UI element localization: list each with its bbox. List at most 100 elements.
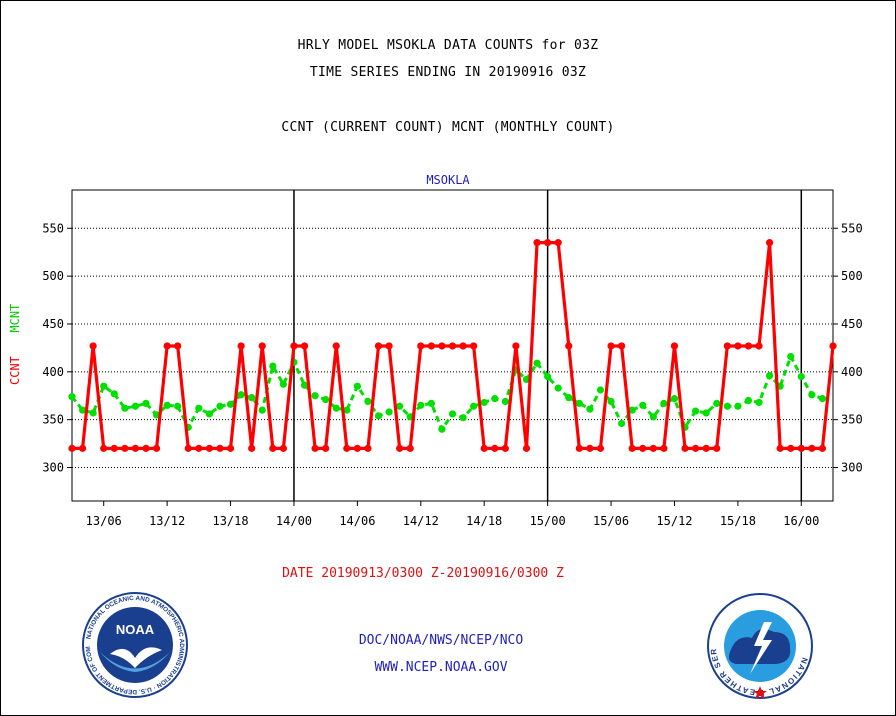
point-mcnt (554, 384, 562, 392)
point-ccnt (174, 342, 182, 350)
point-mcnt (385, 408, 393, 416)
point-mcnt (565, 394, 573, 402)
point-mcnt (332, 404, 340, 412)
point-mcnt (808, 391, 816, 399)
point-mcnt (586, 405, 594, 413)
point-mcnt (269, 362, 277, 370)
point-mcnt (639, 401, 647, 409)
point-ccnt (639, 444, 647, 452)
point-mcnt (110, 390, 118, 398)
point-ccnt (681, 444, 689, 452)
point-mcnt (448, 410, 457, 418)
point-mcnt (575, 399, 583, 407)
point-ccnt (723, 342, 731, 350)
point-mcnt (607, 397, 615, 406)
point-ccnt (607, 342, 615, 350)
point-ccnt (702, 444, 710, 452)
point-mcnt (163, 401, 171, 409)
x-tick-label: 15/06 (593, 514, 629, 528)
point-ccnt (618, 342, 626, 350)
y-tick-label-right: 550 (841, 221, 863, 235)
y-tick-label-left: 500 (42, 269, 64, 283)
point-mcnt (216, 402, 224, 410)
point-ccnt (396, 444, 404, 452)
point-ccnt (797, 444, 805, 452)
x-tick-label: 16/00 (783, 514, 819, 528)
point-ccnt (216, 444, 224, 452)
point-ccnt (78, 444, 87, 452)
point-ccnt (734, 342, 742, 350)
point-ccnt (100, 444, 108, 452)
x-tick-label: 14/00 (276, 514, 312, 528)
point-ccnt (470, 342, 478, 350)
noaa-logo-icon: NOAA NATIONAL OCEANIC AND ATMOSPHERIC AD… (77, 585, 190, 704)
point-ccnt (258, 342, 266, 350)
point-ccnt (787, 444, 795, 452)
point-mcnt (660, 399, 668, 407)
point-ccnt (765, 239, 774, 247)
point-mcnt (237, 391, 245, 399)
title-line-2: TIME SERIES ENDING IN 20190916 03Z (309, 65, 587, 80)
point-ccnt (385, 342, 393, 350)
y-tick-label-left: 350 (42, 413, 64, 427)
point-ccnt (491, 444, 499, 452)
point-mcnt (533, 359, 541, 367)
x-tick-label: 13/12 (149, 514, 185, 528)
point-ccnt (226, 444, 235, 452)
point-mcnt (258, 406, 266, 414)
noaa-badge: NOAA (116, 622, 155, 637)
point-mcnt (89, 409, 97, 417)
point-mcnt (100, 382, 108, 390)
point-ccnt (512, 342, 520, 350)
point-mcnt (131, 402, 140, 410)
point-mcnt (744, 396, 753, 405)
point-ccnt (290, 342, 298, 350)
point-mcnt (734, 402, 742, 410)
point-ccnt (152, 444, 161, 452)
point-mcnt (174, 402, 182, 410)
point-ccnt (522, 444, 531, 452)
point-mcnt (322, 395, 330, 404)
point-ccnt (818, 444, 827, 452)
point-mcnt (765, 372, 774, 380)
date-range: DATE 20190913/0300 Z-20190916/0300 Z (282, 566, 564, 581)
point-ccnt (131, 444, 140, 452)
x-tick-label: 13/18 (212, 514, 248, 528)
x-tick-label: 14/18 (466, 514, 502, 528)
point-mcnt (195, 404, 203, 412)
title-line-3: CCNT (CURRENT COUNT) MCNT (MONTHLY COUNT… (281, 120, 615, 135)
point-mcnt (522, 375, 531, 384)
point-ccnt (755, 342, 763, 350)
point-ccnt (744, 342, 753, 350)
point-ccnt (533, 239, 541, 247)
point-mcnt (459, 414, 467, 422)
point-mcnt (702, 409, 710, 417)
point-mcnt (311, 392, 319, 400)
point-ccnt (459, 342, 467, 350)
point-mcnt (279, 380, 287, 388)
point-mcnt (438, 425, 446, 433)
point-mcnt (480, 398, 488, 407)
x-tick-label: 13/06 (86, 514, 122, 528)
point-mcnt (723, 402, 731, 410)
point-ccnt (68, 444, 76, 452)
point-mcnt (596, 386, 605, 394)
x-tick-label: 15/00 (530, 514, 566, 528)
point-mcnt (427, 399, 435, 407)
point-ccnt (237, 342, 245, 350)
point-ccnt (501, 444, 509, 452)
point-ccnt (89, 342, 97, 350)
title-line-1: HRLY MODEL MSOKLA DATA COUNTS for 03Z (297, 38, 599, 53)
point-ccnt (554, 239, 562, 247)
point-ccnt (649, 444, 657, 452)
point-mcnt (755, 398, 763, 407)
point-ccnt (480, 444, 488, 452)
point-mcnt (353, 382, 361, 390)
y-tick-label-right: 450 (841, 317, 863, 331)
point-ccnt (565, 342, 573, 350)
point-mcnt (470, 402, 478, 410)
point-mcnt (300, 381, 309, 389)
point-mcnt (417, 401, 425, 409)
point-ccnt (311, 444, 319, 452)
